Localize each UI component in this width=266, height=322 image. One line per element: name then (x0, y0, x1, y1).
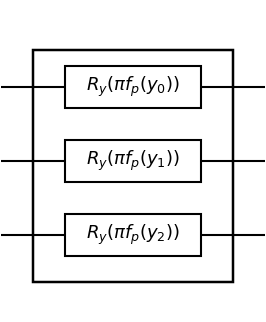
FancyBboxPatch shape (65, 213, 201, 256)
FancyBboxPatch shape (65, 140, 201, 182)
FancyBboxPatch shape (65, 66, 201, 109)
Text: $R_y(\pi f_p(y_1))$: $R_y(\pi f_p(y_1))$ (86, 149, 180, 173)
FancyBboxPatch shape (33, 51, 233, 282)
Text: $R_y(\pi f_p(y_0))$: $R_y(\pi f_p(y_0))$ (86, 75, 180, 99)
Text: $R_y(\pi f_p(y_2))$: $R_y(\pi f_p(y_2))$ (86, 223, 180, 247)
